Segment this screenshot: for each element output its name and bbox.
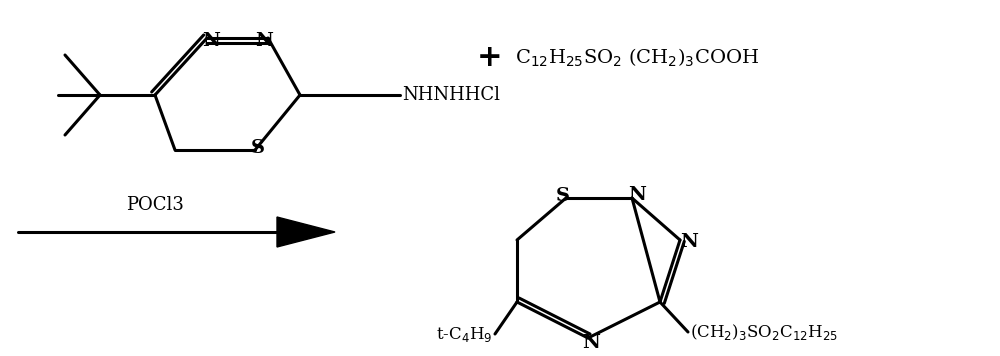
Text: N: N — [582, 334, 600, 352]
Text: N: N — [202, 32, 220, 50]
Text: N: N — [628, 186, 646, 204]
Text: +: + — [477, 43, 503, 73]
Text: C$_{12}$H$_{25}$SO$_2$ (CH$_2$)$_3$COOH: C$_{12}$H$_{25}$SO$_2$ (CH$_2$)$_3$COOH — [515, 47, 759, 69]
Polygon shape — [277, 217, 335, 247]
Text: (CH$_2$)$_3$SO$_2$C$_{12}$H$_{25}$: (CH$_2$)$_3$SO$_2$C$_{12}$H$_{25}$ — [690, 322, 838, 342]
Text: t-C$_4$H$_9$: t-C$_4$H$_9$ — [436, 325, 492, 344]
Text: S: S — [251, 139, 265, 157]
Text: S: S — [556, 187, 570, 205]
Text: N: N — [255, 32, 273, 50]
Text: POCl3: POCl3 — [126, 196, 184, 214]
Text: NHNHHCl: NHNHHCl — [402, 86, 500, 104]
Text: N: N — [680, 233, 698, 251]
